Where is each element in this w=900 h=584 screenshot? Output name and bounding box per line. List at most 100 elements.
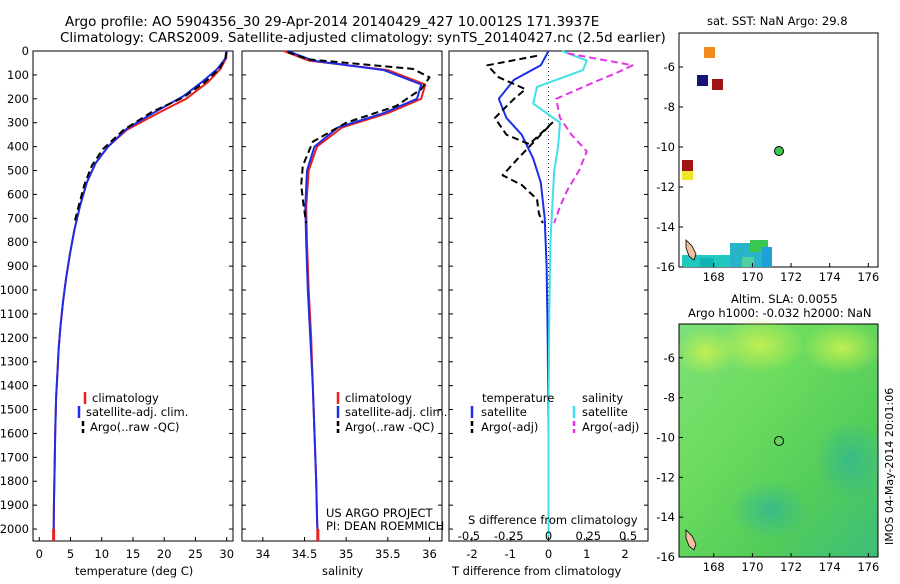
legend-label-t-argo: Argo(-adj) (481, 420, 538, 434)
imos-stamp: IMOS 04-May-2014 20:01:06 (883, 388, 896, 545)
depth-tick-label: 1200 (0, 331, 29, 345)
header-title: Argo profile: AO 5904356_30 29-Apr-2014 … (65, 14, 599, 30)
depth-tick-label: 1100 (0, 307, 29, 321)
salinity-panel-frame (241, 50, 443, 542)
map-x-tick-label: 168 (703, 270, 725, 284)
x-tick-label: -2 (466, 547, 477, 561)
depth-tick-label: 1700 (0, 450, 29, 464)
map-x-tick-label: 172 (780, 560, 802, 574)
map-x-tick-label: 174 (819, 560, 841, 574)
map-x-tick-label: 176 (857, 560, 879, 574)
map-x-tick-label: 168 (703, 560, 725, 574)
top-x-tick-label: -0.25 (494, 529, 524, 543)
map-y-tick-label: -16 (656, 260, 675, 274)
sla-high-1 (715, 317, 805, 373)
sla-low-1 (815, 420, 885, 500)
depth-tick-label: 1300 (0, 355, 29, 369)
project-label: US ARGO PROJECT (326, 506, 434, 520)
depth-tick-label: 1800 (0, 474, 29, 488)
x-tick-label: 20 (157, 547, 172, 561)
x-tick-label: 2 (621, 547, 628, 561)
map-y-tick-label: -10 (656, 431, 675, 445)
sst-map-title: sat. SST: NaN Argo: 29.8 (707, 14, 848, 28)
difference-series-satellite (497, 50, 550, 541)
depth-tick-label: 400 (7, 140, 29, 154)
sla-map-subtitle: Argo h1000: -0.032 h2000: NaN (688, 306, 872, 320)
legend-label-argo: Argo(..raw -QC) (345, 420, 435, 434)
map-y-tick-label: -14 (656, 220, 675, 234)
depth-axis-labels: 0 100 200 300 400 500 600 700 800 900 1000 1100 1200… (0, 44, 29, 536)
x-tick-label: 10 (94, 547, 109, 561)
map-x-tick-label: 172 (780, 270, 802, 284)
map-y-tick-label: -6 (664, 351, 675, 365)
depth-tick-label: 1400 (0, 379, 29, 393)
temperature-bottom-marker (52, 529, 56, 541)
depth-tick-label: 700 (7, 211, 29, 225)
sst-cell-south-6 (700, 258, 714, 267)
depth-tick-label: 900 (7, 259, 29, 273)
x-tick-label: 30 (219, 547, 234, 561)
sst-cell-orange (704, 47, 715, 58)
x-tick-label: 34.5 (292, 547, 318, 561)
map-y-tick-label: -10 (656, 140, 675, 154)
sla-high-2 (802, 322, 882, 374)
temperature-panel-frame (32, 50, 234, 542)
difference-legend: temperature satellite Argo(-adj) salinit… (470, 391, 639, 434)
x-tick-label: 1 (583, 547, 590, 561)
sst-cell-south-5 (742, 257, 754, 267)
salinity-bottom-marker (316, 529, 320, 541)
depth-tick-label: 1500 (0, 403, 29, 417)
salinity-xlabel: salinity (322, 564, 363, 578)
difference-series-argo_salinity (553, 52, 634, 224)
sst-cell-navy (697, 75, 708, 86)
x-tick-label: 35 (339, 547, 354, 561)
map-y-tick-label: -16 (656, 550, 675, 564)
depth-tick-label: 1600 (0, 426, 29, 440)
sst-argo-marker (774, 146, 784, 156)
depth-tick-label: 100 (7, 68, 29, 82)
x-tick-label: 34 (256, 547, 271, 561)
depth-tick-label: 1900 (0, 498, 29, 512)
depth-tick-label: 500 (7, 164, 29, 178)
x-tick-label: 0 (36, 547, 43, 561)
depth-tick-label: 300 (7, 116, 29, 130)
sla-high-3 (676, 328, 736, 376)
sst-cell-yellow (682, 171, 693, 180)
sla-argo-marker (774, 436, 784, 446)
depth-tick-label: 800 (7, 235, 29, 249)
legend-label-satellite: satellite-adj. clim. (86, 405, 188, 419)
map-y-tick-label: -12 (656, 180, 675, 194)
legend-label-t-satellite: satellite (481, 405, 527, 419)
legend-label-satellite: satellite-adj. clim. (345, 405, 447, 419)
x-tick-label: 0 (545, 547, 552, 561)
legend-title-temperature: temperature (482, 391, 554, 405)
depth-tick-label: 1000 (0, 283, 29, 297)
map-x-tick-label: 174 (819, 270, 841, 284)
depth-tick-label: 2000 (0, 522, 29, 536)
legend-label-s-satellite: satellite (582, 405, 628, 419)
sst-map-cells (682, 47, 772, 267)
difference-xlabel: T difference from climatology (451, 564, 622, 578)
salinity-series-satellite (287, 50, 423, 542)
sst-cell-red (712, 79, 723, 90)
x-tick-label: 15 (126, 547, 141, 561)
sst-cell-south-4 (762, 247, 772, 267)
depth-tick-label: 0 (22, 44, 29, 58)
sla-map-ticks: 168 170 172 174 176 -6 -8 -10 -12 -14 -16 (656, 351, 879, 574)
map-x-tick-label: 176 (857, 270, 879, 284)
x-tick-label: 5 (67, 547, 74, 561)
legend-label-argo: Argo(..raw -QC) (90, 420, 180, 434)
pi-label: PI: DEAN ROEMMICH (326, 519, 444, 533)
difference-series-sat_salinity (532, 50, 588, 541)
sla-low-2 (730, 480, 810, 540)
header-subtitle: Climatology: CARS2009. Satellite-adjuste… (60, 30, 666, 46)
top-x-tick-label: -0.5 (458, 529, 480, 543)
map-y-tick-label: -12 (656, 470, 675, 484)
legend-label-s-argo: Argo(-adj) (582, 420, 639, 434)
difference-series-argo (486, 54, 554, 224)
difference-top-xlabel: S difference from climatology (468, 513, 638, 527)
temperature-legend: climatology satellite-adj. clim. Argo(..… (77, 391, 188, 434)
sla-land-island (685, 529, 697, 551)
